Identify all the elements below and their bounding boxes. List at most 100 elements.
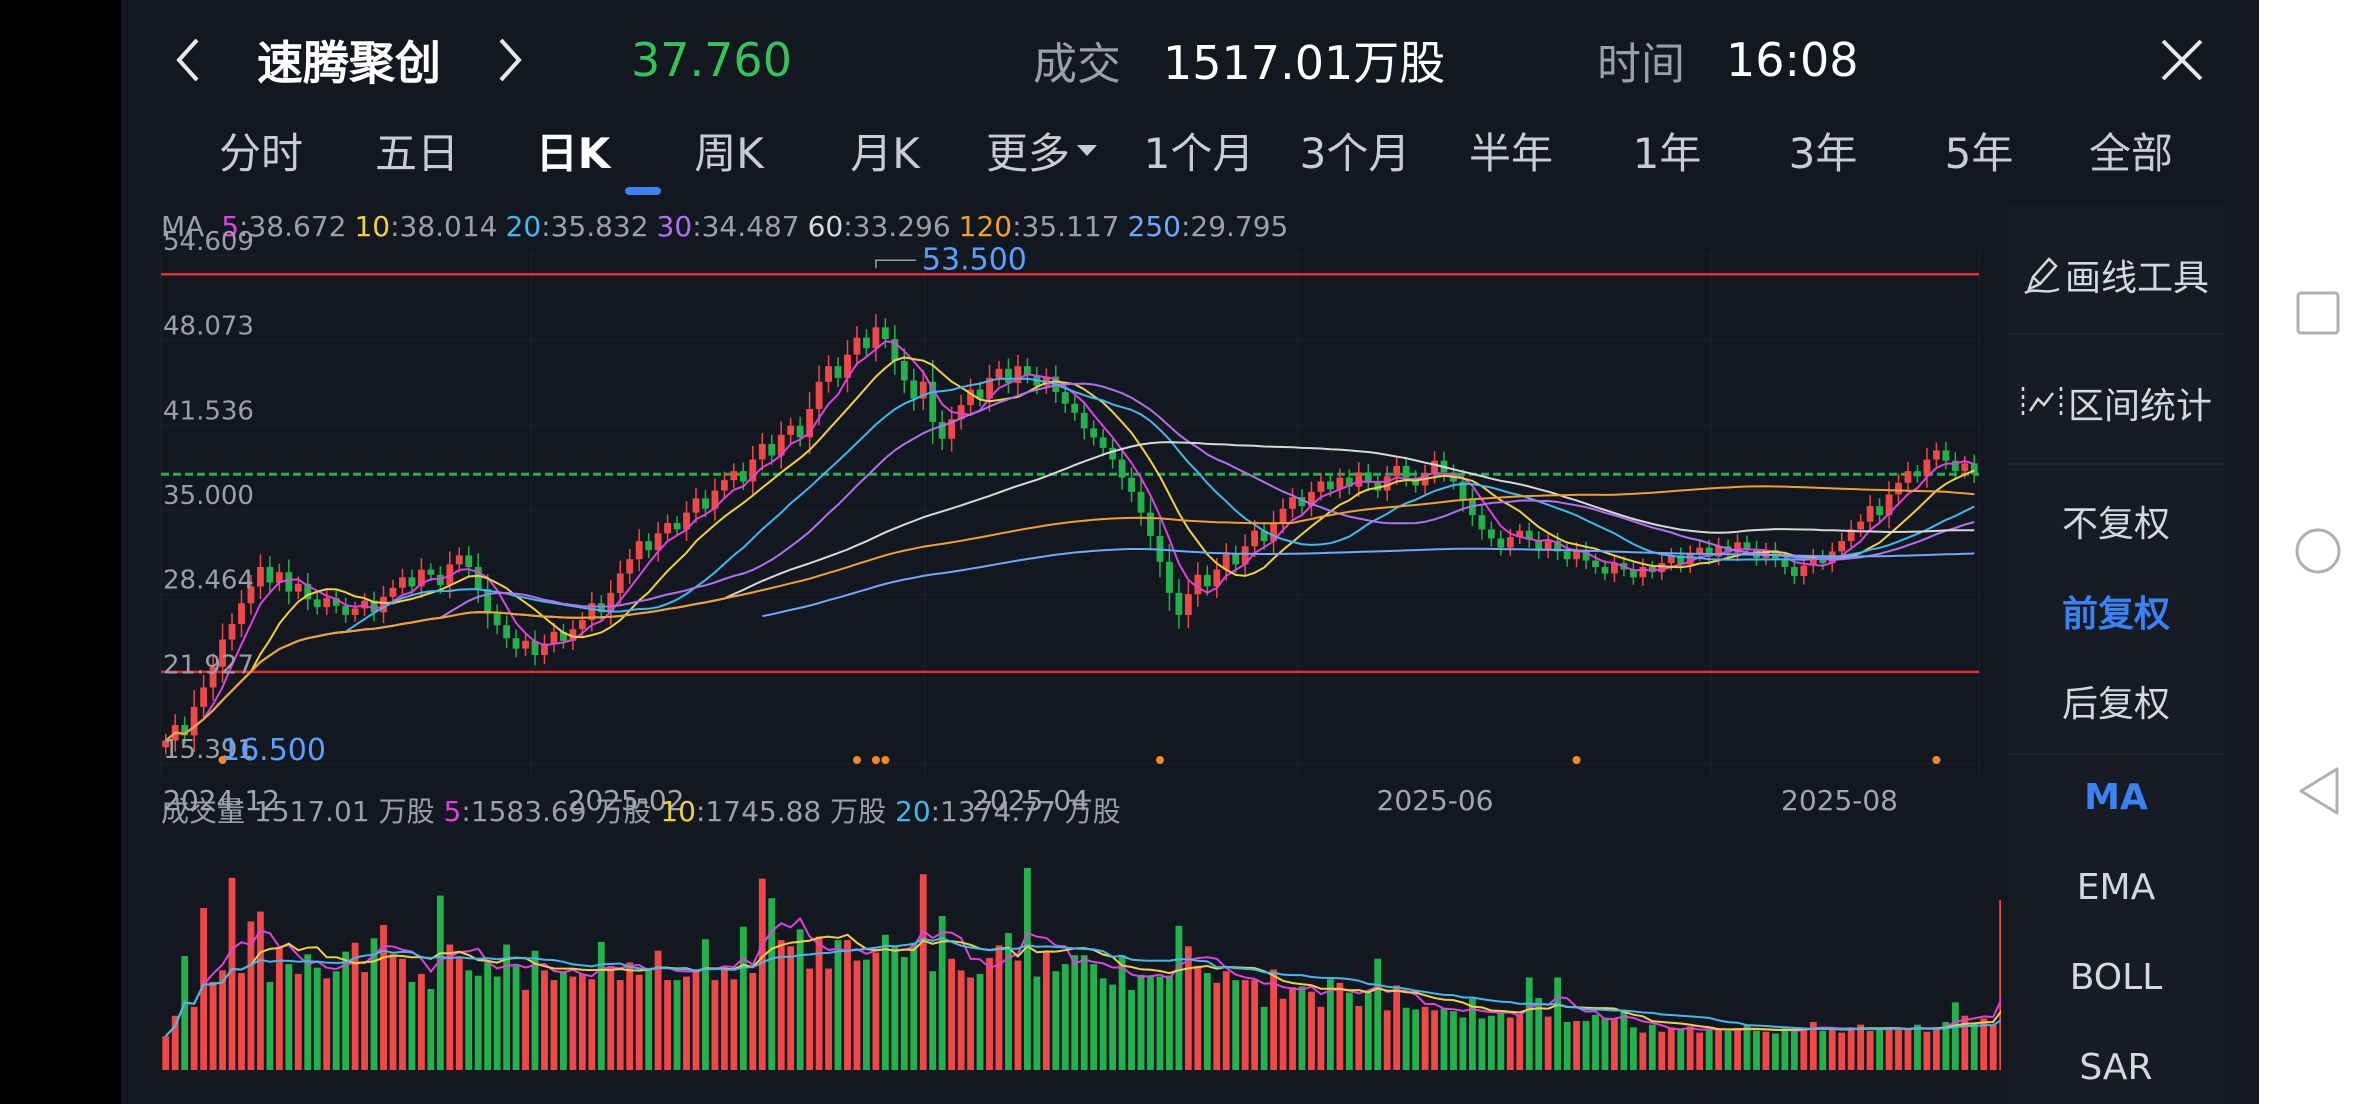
volume-bar xyxy=(1989,1024,1997,1070)
home-button[interactable] xyxy=(2293,526,2343,576)
candle-body xyxy=(408,577,416,587)
volume-bar xyxy=(1308,991,1315,1070)
volume-bar xyxy=(796,929,804,1070)
kline-chart-area[interactable]: MA 5:38.672 10:38.014 20:35.832 30:34.487 60… xyxy=(121,200,2001,1104)
volume-bar xyxy=(1033,976,1041,1070)
next-stock-button[interactable] xyxy=(495,18,525,102)
indicator-ema[interactable]: EMA xyxy=(2076,867,2156,908)
candle-body xyxy=(929,381,937,422)
candle-body xyxy=(465,555,473,567)
candle-body xyxy=(1573,550,1580,560)
volume-bar xyxy=(1099,978,1107,1070)
indicator-sar[interactable]: SAR xyxy=(2079,1047,2153,1088)
volume-legend: 成交量 1517.01 万股 5:1583.69 万股 10:1745.88 万… xyxy=(161,795,1121,828)
volume-bar xyxy=(1592,1014,1599,1070)
volume-value: 1517.01万股 xyxy=(1163,36,1446,90)
candle-body xyxy=(1005,368,1012,384)
volume-bar xyxy=(863,959,870,1070)
volume-bar xyxy=(1374,958,1382,1070)
volume-bar xyxy=(247,921,255,1070)
tab-month-k[interactable]: 月K xyxy=(850,128,920,178)
ma-legend-text: MA 5:38.672 10:38.014 20:35.832 30:34.487 60… xyxy=(161,210,1288,243)
volume-bar xyxy=(200,908,208,1070)
tab-more[interactable]: 更多 xyxy=(967,118,1117,182)
volume-label: 成交 xyxy=(1033,39,1121,90)
indicator-ma[interactable]: MA xyxy=(2084,777,2148,818)
tab-3-months[interactable]: 3个月 xyxy=(1299,128,1411,178)
volume-bar xyxy=(1080,955,1088,1070)
volume-bar xyxy=(1317,1006,1325,1070)
ma-30-line xyxy=(165,382,1975,742)
candle-body xyxy=(1326,481,1334,490)
candle-body xyxy=(370,600,378,613)
volume-bar xyxy=(399,958,406,1070)
candle-body xyxy=(257,566,264,587)
volume-bar xyxy=(1431,1010,1438,1070)
tab-intraday[interactable]: 分时 xyxy=(218,128,303,178)
candle-body xyxy=(569,629,577,641)
tab-day-k[interactable]: 日K xyxy=(535,128,611,178)
tab-all[interactable]: 全部 xyxy=(2088,128,2173,178)
recent-apps-button[interactable] xyxy=(2295,290,2341,336)
forward-adjust-option[interactable]: 前复权 xyxy=(2061,594,2170,635)
candle-body xyxy=(1885,494,1893,516)
volume-bar xyxy=(550,980,558,1070)
candle-body xyxy=(711,490,719,509)
no-adjust-option[interactable]: 不复权 xyxy=(2061,504,2170,545)
candle-body xyxy=(616,573,624,593)
volume-bar xyxy=(1450,1011,1457,1070)
volume-bar xyxy=(313,967,321,1070)
candle-body xyxy=(1213,569,1221,587)
moving-average-lines xyxy=(165,340,1975,742)
volume-bar xyxy=(522,989,529,1070)
volume-bar xyxy=(1544,1016,1552,1070)
back-button[interactable] xyxy=(2297,766,2341,816)
chevron-left-icon xyxy=(176,38,199,82)
candle-body xyxy=(1525,530,1533,540)
candlesticks xyxy=(162,314,1978,755)
volume-bar xyxy=(342,951,350,1070)
volume-bar xyxy=(597,941,605,1070)
indicator-boll[interactable]: BOLL xyxy=(2069,957,2163,998)
candle-body xyxy=(1147,512,1154,536)
candle-body xyxy=(323,598,331,608)
volume-bar xyxy=(777,940,785,1070)
prev-stock-button[interactable] xyxy=(173,18,203,102)
volume-bar xyxy=(1175,925,1183,1070)
tab-1-month[interactable]: 1个月 xyxy=(1143,128,1255,178)
candle-body xyxy=(455,555,463,565)
candle-body xyxy=(1904,471,1912,483)
candle-body xyxy=(692,498,700,513)
volume-bar xyxy=(1535,997,1543,1070)
candle-body xyxy=(1592,560,1599,567)
candle-body xyxy=(1402,465,1410,478)
volume-bar xyxy=(332,971,340,1070)
candle-body xyxy=(1866,506,1874,522)
range-stats-button[interactable]: 区间统计 xyxy=(2008,377,2224,429)
candle-body xyxy=(815,381,823,409)
candle-body xyxy=(863,337,870,349)
volume-bar xyxy=(1279,998,1287,1070)
close-button[interactable] xyxy=(2159,18,2205,102)
volume-bar xyxy=(1743,1024,1751,1070)
candle-body xyxy=(275,572,283,583)
date-axis: 2024-12 2025-02 2025-04 2025-06 2025-08 xyxy=(163,784,1898,817)
draw-tool-button[interactable]: 画线工具 xyxy=(2008,249,2224,301)
volume-ma-20-line xyxy=(164,936,2001,1037)
backward-adjust-option[interactable]: 后复权 xyxy=(2061,684,2170,725)
tab-half-year[interactable]: 半年 xyxy=(1468,128,1553,178)
candle-body xyxy=(1336,477,1344,490)
volume-bar xyxy=(654,950,662,1070)
tab-week-k[interactable]: 周K xyxy=(694,128,764,178)
side-panel: 画线工具 区间统计 不复权 前复权 后复权 MA EMA BOLL SAR xyxy=(2008,205,2224,1104)
volume-bar xyxy=(1667,1027,1675,1070)
tab-3-years[interactable]: 3年 xyxy=(1788,128,1858,178)
candle-body xyxy=(1506,537,1514,548)
volume-bar xyxy=(1923,1031,1931,1070)
tab-1-year[interactable]: 1年 xyxy=(1632,128,1702,178)
candle-body xyxy=(938,421,946,439)
tab-5-years[interactable]: 5年 xyxy=(1944,128,2014,178)
candle-body xyxy=(1790,566,1798,577)
tab-five-day[interactable]: 五日 xyxy=(374,128,459,178)
volume-bar xyxy=(702,939,709,1070)
